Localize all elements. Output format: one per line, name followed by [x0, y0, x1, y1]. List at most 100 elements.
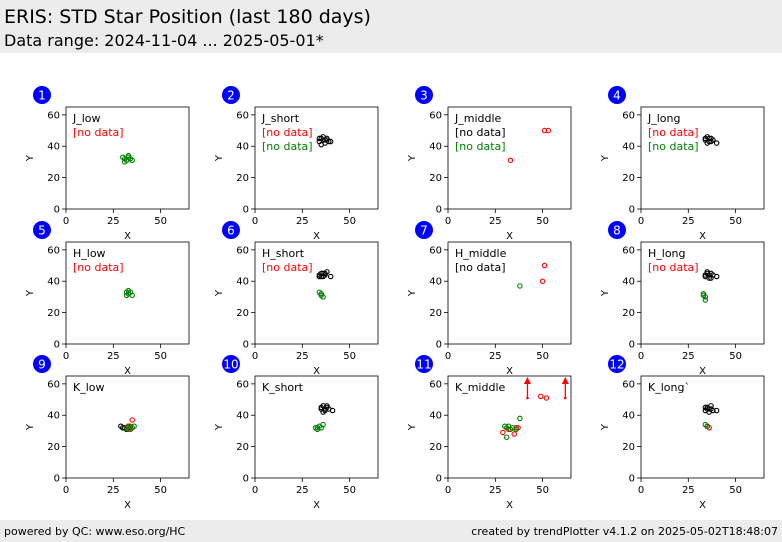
data-point-green	[125, 287, 132, 294]
no-data-note: [no data]	[73, 261, 124, 274]
data-point-black	[327, 273, 334, 280]
x-tick-label: 25	[682, 351, 695, 362]
panel-badge	[415, 355, 433, 373]
panel-9: 9 0 25 50 0 20 40 60 X Y K_low	[25, 355, 190, 511]
panel-12: 12 0 25 50 0 20 40 60 X Y K_long`	[600, 355, 765, 511]
x-tick-label: 25	[296, 216, 309, 227]
panel-badge-number: 12	[609, 358, 624, 372]
y-tick-label: 40	[47, 411, 60, 422]
y-tick-label: 20	[429, 442, 442, 453]
data-point-black	[708, 406, 714, 412]
x-tick-label: 25	[107, 351, 120, 362]
panel-badge-number: 5	[38, 224, 46, 238]
y-tick-label: 40	[429, 411, 442, 422]
y-tick-label: 0	[629, 205, 635, 216]
x-axis-label: X	[124, 500, 131, 511]
y-tick-label: 20	[47, 173, 60, 184]
x-tick-label: 25	[489, 216, 502, 227]
title-bar: ERIS: STD Star Position (last 180 days) …	[0, 0, 782, 53]
panel-label: K_long`	[648, 381, 690, 394]
x-tick-label: 25	[107, 485, 120, 496]
x-tick-label: 50	[343, 351, 356, 362]
data-point-red	[541, 127, 548, 134]
x-tick-label: 0	[252, 216, 258, 227]
y-tick-label: 60	[429, 110, 442, 121]
panel-label: J_short	[261, 112, 300, 125]
panel-badge	[222, 86, 240, 104]
outlier-arrow-base	[526, 396, 529, 400]
panel-badge	[33, 355, 51, 373]
y-axis-label: Y	[25, 423, 36, 431]
x-axis-label: X	[506, 500, 513, 511]
panel-8: 8 0 25 50 0 20 40 60 X Y H_long[no data]	[600, 221, 765, 377]
panel-label: J_long	[647, 112, 680, 125]
panel-badge-number: 4	[613, 89, 621, 103]
y-tick-label: 20	[429, 308, 442, 319]
y-tick-label: 20	[236, 442, 249, 453]
x-tick-label: 0	[445, 485, 451, 496]
data-point-black	[316, 135, 323, 142]
y-tick-label: 40	[236, 142, 249, 153]
y-tick-label: 40	[429, 277, 442, 288]
data-point-black	[120, 425, 126, 431]
panel-badge-number: 8	[613, 224, 621, 238]
x-axis-label: X	[699, 366, 706, 377]
x-axis-label: X	[699, 231, 706, 242]
y-tick-label: 0	[436, 340, 442, 351]
data-point-green	[121, 159, 128, 165]
x-tick-label: 0	[252, 351, 258, 362]
plot-frame	[447, 241, 572, 345]
y-tick-label: 0	[54, 474, 60, 485]
x-tick-label: 50	[154, 216, 167, 227]
x-tick-label: 50	[154, 485, 167, 496]
x-tick-label: 50	[343, 485, 356, 496]
data-point-green	[702, 297, 709, 303]
data-point-black	[324, 137, 330, 143]
panel-label: H_middle	[455, 247, 507, 260]
data-point-green	[517, 415, 523, 422]
panel-badge	[222, 355, 240, 373]
data-point-red	[500, 429, 506, 436]
x-axis-label: X	[313, 500, 320, 511]
y-tick-label: 20	[622, 308, 635, 319]
panel-badge-number: 11	[416, 358, 431, 372]
y-axis-label: Y	[214, 423, 225, 431]
outlier-arrow-head	[523, 377, 531, 384]
footer-bar: powered by QC: www.eso.org/HC created by…	[0, 520, 782, 542]
y-tick-label: 60	[622, 379, 635, 390]
data-point-black	[702, 135, 709, 142]
data-point-green	[123, 292, 130, 299]
y-axis-label: Y	[600, 154, 611, 162]
x-tick-label: 25	[296, 485, 309, 496]
panel-badge-number: 6	[227, 224, 235, 238]
y-axis-label: Y	[600, 289, 611, 297]
y-tick-label: 0	[629, 474, 635, 485]
y-tick-label: 0	[243, 205, 249, 216]
y-axis-label: Y	[214, 154, 225, 162]
y-tick-label: 0	[436, 474, 442, 485]
y-tick-label: 40	[47, 277, 60, 288]
x-tick-label: 25	[107, 216, 120, 227]
y-tick-label: 0	[54, 340, 60, 351]
y-tick-label: 0	[436, 205, 442, 216]
x-tick-label: 0	[638, 216, 644, 227]
data-point-black	[708, 270, 714, 277]
x-tick-label: 25	[296, 351, 309, 362]
data-point-green	[129, 292, 135, 299]
x-tick-label: 50	[729, 216, 742, 227]
x-axis-label: X	[506, 366, 513, 377]
no-data-note: [no data]	[262, 126, 313, 139]
no-data-note: [no data]	[648, 261, 699, 274]
y-tick-label: 40	[429, 142, 442, 153]
y-axis-label: Y	[25, 289, 36, 297]
y-axis-label: Y	[407, 423, 418, 431]
y-tick-label: 60	[47, 245, 60, 256]
data-point-green	[318, 291, 324, 297]
y-tick-label: 40	[622, 142, 635, 153]
panel-label: K_short	[262, 381, 304, 394]
data-point-red	[537, 393, 544, 400]
panel-label: K_low	[73, 381, 105, 394]
